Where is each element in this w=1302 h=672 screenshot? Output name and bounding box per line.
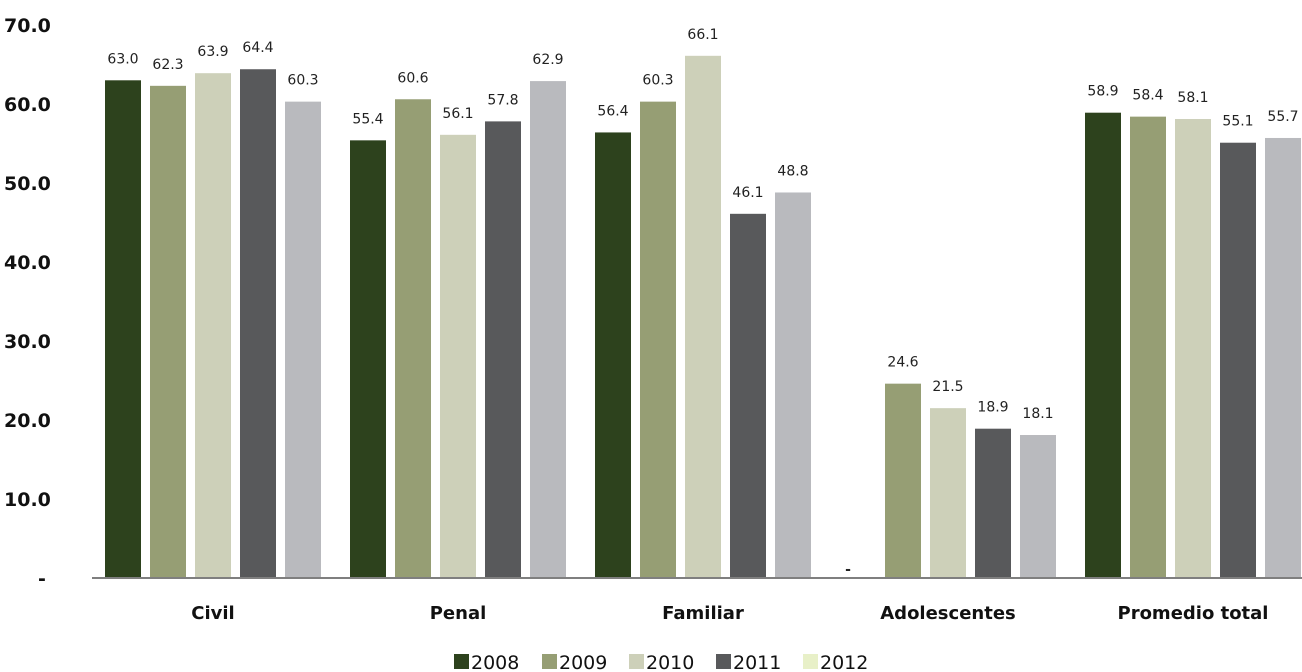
bar: [1085, 112, 1121, 578]
data-label: 62.9: [532, 52, 563, 68]
legend-label: 2009: [559, 652, 607, 672]
data-label: 56.4: [597, 103, 628, 119]
data-label: 58.9: [1087, 84, 1118, 100]
y-tick-label: 30.0: [4, 331, 51, 353]
y-tick-label: 50.0: [4, 173, 51, 195]
data-label: 62.3: [152, 57, 183, 73]
bar: [1130, 116, 1166, 578]
legend-label: 2011: [733, 652, 781, 672]
data-label: 55.4: [352, 111, 383, 127]
legend-swatch: [629, 654, 644, 669]
bar: [485, 121, 521, 578]
category-label: Penal: [430, 603, 487, 624]
data-label: 60.3: [642, 73, 673, 89]
data-label: 46.1: [732, 185, 763, 201]
bar: [640, 101, 676, 578]
data-label: 48.8: [777, 163, 808, 179]
y-tick-label: 60.0: [4, 94, 51, 116]
bar: [150, 85, 186, 578]
bar: [1265, 137, 1301, 578]
bar: [685, 55, 721, 579]
category-label: Familiar: [662, 603, 744, 624]
category-label: Adolescentes: [880, 603, 1016, 624]
legend-label: 2008: [471, 652, 519, 672]
data-labels: 63.0 62.3 63.9 64.4 60.3 55.4 60.6 56.1 57.8 62.9…: [107, 27, 1298, 578]
bar: [285, 101, 321, 578]
data-label: 18.1: [1022, 406, 1053, 422]
category-label: Civil: [191, 603, 234, 624]
data-label: 63.9: [197, 44, 228, 60]
legend-swatch: [454, 654, 469, 669]
bar: [1020, 435, 1056, 578]
data-label: 57.8: [487, 92, 518, 108]
legend-swatch: [716, 654, 731, 669]
bar: [885, 383, 921, 578]
legend-label: 2010: [646, 652, 694, 672]
data-label: 63.0: [107, 51, 138, 67]
bar: [195, 73, 231, 578]
x-axis: Civil Penal Familiar Adolescentes Promedio t…: [191, 603, 1268, 624]
y-axis: - 10.0 20.0 30.0 40.0 50.0 60.0 70.0: [4, 15, 51, 590]
y-tick-label: -: [38, 568, 46, 590]
bar: [350, 140, 386, 578]
data-label: 55.1: [1222, 114, 1253, 130]
bar: [775, 192, 811, 579]
data-label: 66.1: [687, 27, 718, 43]
data-label: 18.9: [977, 400, 1008, 416]
bar: [1220, 142, 1256, 578]
bar: [730, 213, 766, 578]
bar: [930, 408, 966, 578]
data-label: -: [845, 562, 851, 578]
bar: [530, 81, 566, 578]
bar: [1175, 119, 1211, 578]
data-label: 58.4: [1132, 88, 1163, 104]
y-tick-label: 10.0: [4, 489, 51, 511]
bars: [105, 55, 1301, 579]
data-label: 24.6: [887, 355, 918, 371]
y-tick-label: 40.0: [4, 252, 51, 274]
legend-swatch: [803, 654, 818, 669]
data-label: 60.6: [397, 70, 428, 86]
data-label: 56.1: [442, 106, 473, 122]
bar: [440, 134, 476, 578]
bar: [595, 132, 631, 578]
bar: [240, 69, 276, 579]
y-tick-label: 20.0: [4, 410, 51, 432]
data-label: 55.7: [1267, 109, 1298, 125]
legend: 2008 2009 2010 2011 2012: [454, 652, 868, 672]
bar: [395, 99, 431, 578]
legend-label: 2012: [820, 652, 868, 672]
bar: [975, 428, 1011, 578]
data-label: 58.1: [1177, 90, 1208, 106]
y-tick-label: 70.0: [4, 15, 51, 37]
data-label: 60.3: [287, 73, 318, 89]
data-label: 21.5: [932, 379, 963, 395]
bar: [105, 80, 141, 579]
category-label: Promedio total: [1118, 603, 1269, 624]
legend-swatch: [542, 654, 557, 669]
data-label: 64.4: [242, 40, 273, 56]
